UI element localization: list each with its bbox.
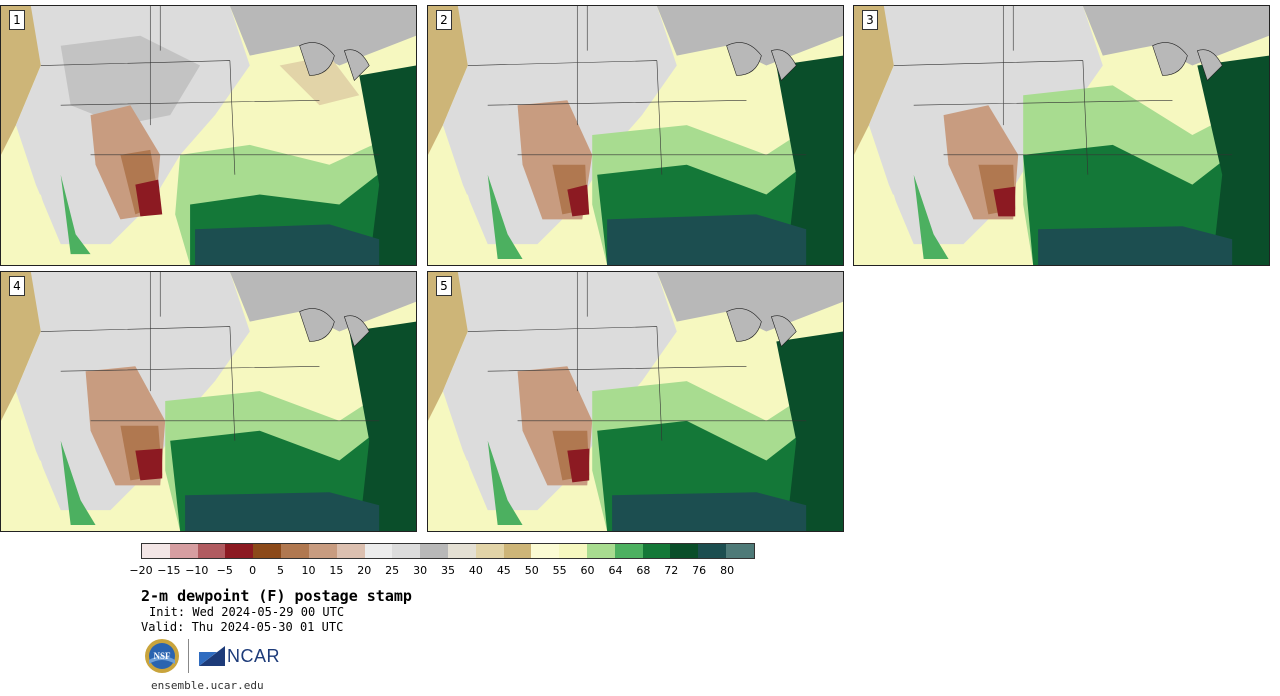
member-panel-4: 4 bbox=[0, 271, 417, 532]
init-time: Init: Wed 2024-05-29 00 UTC bbox=[149, 605, 345, 619]
colorbar-tick-label: 30 bbox=[413, 564, 428, 577]
colorbar-swatch bbox=[281, 544, 309, 558]
ncar-logo-icon bbox=[199, 646, 225, 666]
colorbar-swatch bbox=[420, 544, 448, 558]
colorbar-swatch bbox=[587, 544, 615, 558]
member-number: 4 bbox=[9, 276, 25, 296]
colorbar-tick-label: −10 bbox=[185, 564, 209, 577]
colorbar-tick-label: 45 bbox=[496, 564, 511, 577]
colorbar-swatch bbox=[726, 544, 754, 558]
ncar-logo[interactable]: NCAR bbox=[199, 646, 280, 667]
colorbar-tick-label: 20 bbox=[357, 564, 372, 577]
colorbar-tick-label: 25 bbox=[385, 564, 400, 577]
colorbar-swatch bbox=[197, 544, 226, 558]
member-panel-2: 2 bbox=[427, 5, 844, 266]
ncar-logo-text: NCAR bbox=[227, 645, 281, 666]
colorbar-swatch bbox=[642, 544, 671, 558]
colorbar-swatch bbox=[225, 544, 254, 558]
member-panel-1: 1 bbox=[0, 5, 417, 266]
colorbar-tick-label: 15 bbox=[329, 564, 344, 577]
nsf-logo-text: NSF bbox=[153, 651, 171, 661]
dewpoint-map-2 bbox=[428, 6, 843, 265]
colorbar-swatch bbox=[336, 544, 365, 558]
colorbar-tick-label: 55 bbox=[552, 564, 567, 577]
colorbar-tick-label: 72 bbox=[664, 564, 679, 577]
member-panel-5: 5 bbox=[427, 271, 844, 532]
valid-time: Valid: Thu 2024-05-30 01 UTC bbox=[141, 620, 344, 634]
dewpoint-map-4 bbox=[1, 272, 416, 531]
website-url[interactable]: ensemble.ucar.edu bbox=[151, 679, 264, 692]
colorbar-tick-label: −15 bbox=[157, 564, 181, 577]
dewpoint-map-5 bbox=[428, 272, 843, 531]
dewpoint-map-3 bbox=[854, 6, 1269, 265]
product-title: 2-m dewpoint (F) postage stamp bbox=[141, 587, 412, 605]
colorbar-tick-label: −20 bbox=[129, 564, 153, 577]
colorbar-tick-label: 60 bbox=[580, 564, 595, 577]
colorbar-swatch bbox=[142, 544, 170, 558]
colorbar-swatch bbox=[169, 544, 198, 558]
colorbar-tick-label: 10 bbox=[301, 564, 316, 577]
colorbar-tick-label: 68 bbox=[636, 564, 651, 577]
colorbar-swatch bbox=[308, 544, 337, 558]
colorbar-swatch bbox=[447, 544, 476, 558]
colorbar-tick-label: 35 bbox=[441, 564, 455, 577]
dewpoint-map-1 bbox=[1, 6, 416, 265]
member-number: 2 bbox=[436, 10, 452, 30]
logo-separator bbox=[188, 639, 189, 673]
nsf-logo-icon[interactable]: NSF bbox=[144, 638, 180, 674]
colorbar-tick-label: 40 bbox=[468, 564, 483, 577]
member-number: 3 bbox=[862, 10, 878, 30]
colorbar-tick-labels: −20 −15 −10 −5 0 5 10 15 20 25 30 35 40 45 50 55 60 64 68 7… bbox=[129, 564, 755, 578]
colorbar-swatch bbox=[531, 544, 560, 558]
colorbar-tick-label: 76 bbox=[692, 564, 707, 577]
colorbar-tick-label: 0 bbox=[249, 564, 257, 577]
member-number: 1 bbox=[9, 10, 25, 30]
colorbar-swatch bbox=[364, 544, 393, 558]
colorbar-tick-label: −5 bbox=[216, 564, 233, 577]
logo-bar: NSF NCAR bbox=[144, 638, 280, 674]
colorbar-swatch bbox=[475, 544, 504, 558]
member-panel-3: 3 bbox=[853, 5, 1270, 266]
colorbar-swatch bbox=[392, 544, 421, 558]
colorbar-swatch bbox=[559, 544, 587, 558]
colorbar-swatch bbox=[253, 544, 282, 558]
dewpoint-colorbar bbox=[141, 543, 755, 559]
colorbar-tick-label: 5 bbox=[277, 564, 285, 577]
member-number: 5 bbox=[436, 276, 452, 296]
colorbar-swatch bbox=[670, 544, 699, 558]
colorbar-tick-label: 64 bbox=[608, 564, 623, 577]
colorbar-swatch bbox=[614, 544, 643, 558]
colorbar-tick-label: 80 bbox=[720, 564, 735, 577]
colorbar-swatch bbox=[698, 544, 727, 558]
colorbar-swatch bbox=[503, 544, 532, 558]
colorbar-tick-label: 50 bbox=[524, 564, 539, 577]
